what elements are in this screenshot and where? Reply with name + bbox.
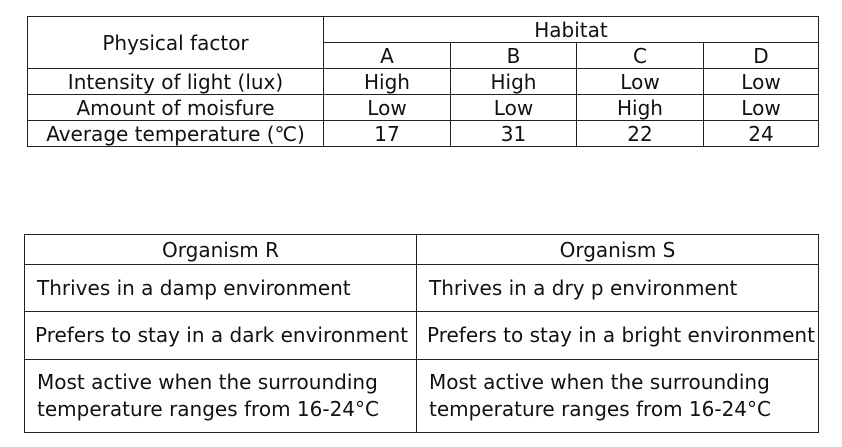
table-cell: Low [703, 94, 819, 121]
habitat-c-header: C [576, 42, 704, 69]
physical-factor-table: Physical factor Habitat A B C D Intensit… [27, 16, 819, 147]
table-cell: High [323, 68, 451, 95]
organism-s-header: Organism S [416, 234, 819, 265]
table-row: Average temperature (℃) 17 31 22 24 [27, 120, 819, 147]
organism-r-header: Organism R [24, 234, 417, 265]
table-cell: Most active when the surrounding tempera… [416, 359, 819, 433]
habitat-letters-row: A B C D [28, 42, 819, 69]
table-cell: Thrives in a dry p environment [416, 264, 819, 312]
table-cell: Low [450, 94, 577, 121]
table-row: Amount of moisfure Low Low High Low [27, 94, 819, 121]
table-header-row: Physical factor Habitat [27, 16, 819, 69]
table-row: Intensity of light (lux) High High Low L… [27, 68, 819, 95]
table-cell: Low [323, 94, 451, 121]
habitat-b-header: B [450, 42, 577, 69]
table-header-row: Organism R Organism S [24, 234, 819, 265]
table-cell: Prefers to stay in a bright environment [416, 311, 819, 360]
habitat-header: Habitat [323, 16, 819, 43]
table-cell: Prefers to stay in a dark environment [24, 311, 417, 360]
habitat-a-header: A [323, 42, 451, 69]
habitat-d-header: D [703, 42, 819, 69]
physical-factor-header: Physical factor [27, 16, 324, 69]
factor-label: Amount of moisfure [27, 94, 324, 121]
factor-label: Average temperature (℃) [27, 120, 324, 147]
table-cell: 24 [703, 120, 819, 147]
table-row: Prefers to stay in a dark environment Pr… [24, 311, 819, 360]
factor-label: Intensity of light (lux) [27, 68, 324, 95]
table-cell: High [450, 68, 577, 95]
table-cell: 22 [576, 120, 704, 147]
table-cell: Most active when the surrounding tempera… [24, 359, 417, 433]
table-cell: Thrives in a damp environment [24, 264, 417, 312]
table-cell: Low [576, 68, 704, 95]
table-cell: Low [703, 68, 819, 95]
table-cell: High [576, 94, 704, 121]
table-row: Thrives in a damp environment Thrives in… [24, 264, 819, 312]
table-cell: 17 [323, 120, 451, 147]
table-row: Most active when the surrounding tempera… [24, 359, 819, 433]
table-cell: 31 [450, 120, 577, 147]
organism-table: Organism R Organism S Thrives in a damp … [24, 234, 819, 433]
